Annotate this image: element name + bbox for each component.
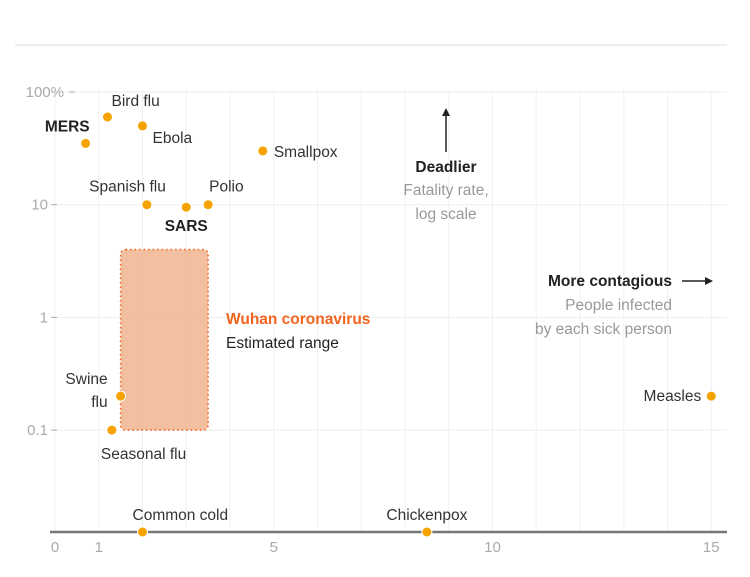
data-point-label: Seasonal flu [101,446,186,463]
data-point-marker [257,145,269,157]
y-tick-label: 10 [31,197,48,214]
data-point-label: Polio [209,179,243,196]
y-tick-label: 100% [26,84,64,101]
x-tick-label: 10 [484,539,501,556]
data-point-label: Bird flu [112,93,160,110]
deadlier-line1: Fatality rate, [403,182,488,199]
point-mers: MERS [45,118,92,149]
y-axis: 100% 10 1 0.1 [26,84,75,439]
point-spanish-flu: Spanish flu [89,179,166,211]
data-point-marker [115,390,127,402]
y-tick-label: 0.1 [27,422,48,439]
x-tick-label: 0 [51,539,59,556]
data-point-marker [705,390,717,402]
data-point-label: Chickenpox [386,507,467,524]
contagious-title: More contagious [548,273,672,290]
x-tick-label: 5 [270,539,278,556]
data-point-marker [141,199,153,211]
contagious-annotation: More contagious People infected by each … [535,273,713,338]
contagious-line1: People infected [565,297,672,314]
deadlier-title: Deadlier [415,159,476,176]
data-point-marker [202,199,214,211]
range-box-rect [119,248,209,431]
x-tick-label: 15 [703,539,720,556]
x-axis: 0 1 5 10 15 [50,530,727,556]
deadlier-line2: log scale [415,206,476,223]
up-arrowhead-icon [442,108,450,116]
data-point-label: Measles [644,388,702,405]
data-points: Bird flu MERS Ebola Smallpox Spanish flu Poli… [45,93,717,538]
data-point-marker [180,201,192,213]
range-box-subtitle: Estimated range [226,335,339,352]
data-point-label: MERS [45,118,90,135]
gridlines [54,90,727,532]
data-point-marker [137,526,148,538]
data-point-marker [102,111,113,123]
point-polio: Polio [202,179,244,211]
data-point-marker [137,120,148,132]
data-point-marker [106,424,118,436]
data-point-label: Common cold [133,507,229,524]
point-measles: Measles [644,388,717,405]
point-common-cold: Common cold [133,507,229,538]
contagious-line2: by each sick person [535,321,672,338]
y-tick-label: 1 [40,309,48,326]
x-tick-label: 1 [95,539,103,556]
right-arrowhead-icon [705,277,713,285]
data-point-label: Smallpox [274,144,338,161]
point-seasonal-flu: Seasonal flu [101,424,186,463]
point-bird-flu: Bird flu [102,93,160,123]
data-point-label: SARS [165,218,208,235]
range-box-title: Wuhan coronavirus [226,311,370,328]
deadlier-annotation: Deadlier Fatality rate, log scale [403,108,489,223]
point-sars: SARS [165,201,208,235]
data-point-label: Swine flu [65,371,107,411]
point-smallpox: Smallpox [257,144,338,161]
wuhan-range-box [119,248,209,431]
data-point-label: Ebola [153,130,193,147]
point-swine-flu: Swine flu [65,371,127,411]
data-point-label: Spanish flu [89,179,166,196]
point-chickenpox: Chickenpox [386,507,468,538]
data-point-marker [80,137,92,149]
data-point-marker [421,526,433,538]
point-ebola: Ebola [137,120,193,147]
